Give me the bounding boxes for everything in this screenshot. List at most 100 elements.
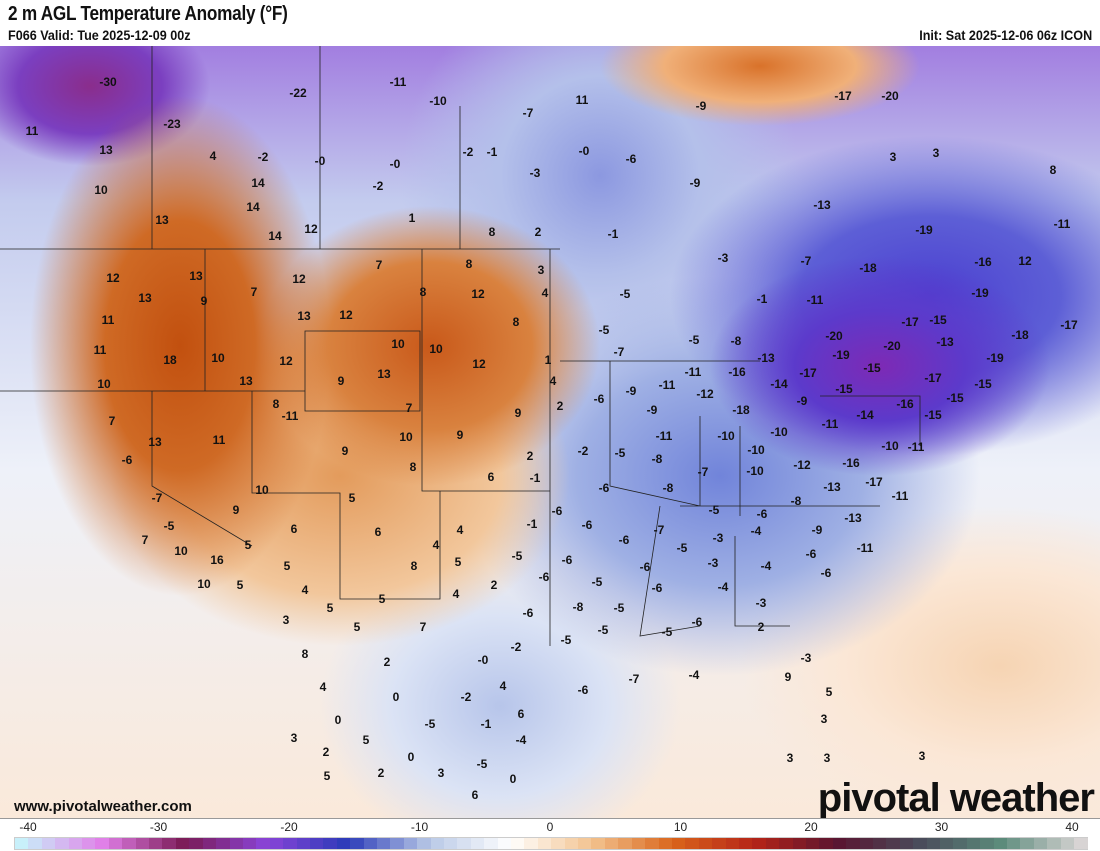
colorbar-cell [578,838,592,849]
anomaly-value-label: 9 [200,294,208,308]
colorbar-cell [1007,838,1021,849]
colorbar-cell [966,838,981,849]
anomaly-value-label: 4 [209,149,217,163]
colorbar-cell [524,838,538,849]
colorbar-cell [846,838,860,849]
anomaly-value-label: 11 [575,93,589,107]
anomaly-value-label: -17 [901,315,919,329]
anomaly-value-label: 13 [148,435,162,449]
pivotal-weather-watermark: pivotal weather [817,776,1095,818]
anomaly-value-label: 12 [471,287,485,301]
header: 2 m AGL Temperature Anomaly (°F) F066 Va… [0,0,1100,46]
colorbar-tick-label: 30 [934,820,949,834]
anomaly-value-label: -6 [651,581,663,595]
anomaly-value-label: 3 [282,613,290,627]
colorbar-cell [886,838,900,849]
colorbar-cell [430,838,444,849]
anomaly-value-label: 12 [1018,254,1032,268]
anomaly-value-label: -6 [538,570,550,584]
anomaly-value-label: 2 [322,745,330,759]
anomaly-value-label: -5 [511,549,523,563]
colorbar-cell [162,838,176,849]
anomaly-value-label: -5 [661,625,673,639]
colorbar-cell [618,838,632,849]
anomaly-value-label: 3 [437,766,445,780]
anomaly-value-label: -8 [790,494,802,508]
anomaly-value-label: 9 [341,444,349,458]
anomaly-value-label: -17 [865,475,883,489]
anomaly-value-label: 3 [537,263,545,277]
colorbar-cell [1074,838,1088,849]
anomaly-value-label: -8 [662,481,674,495]
colorbar-cell [216,838,230,849]
anomaly-value-label: -2 [257,150,269,164]
anomaly-value-label: -15 [835,382,853,396]
anomaly-value-label: -16 [842,456,860,470]
anomaly-value-label: -2 [577,444,589,458]
anomaly-value-label: 13 [99,143,113,157]
anomaly-value-label: 5 [244,538,252,552]
anomaly-value-label: -6 [593,392,605,406]
colorbar-cell [725,838,739,849]
anomaly-value-label: -13 [823,480,841,494]
anomaly-value-label: 4 [541,286,549,300]
anomaly-value-label: 3 [918,749,926,763]
colorbar-cell [256,838,270,849]
colorbar-tick-label: -10 [410,820,429,834]
anomaly-map[interactable]: www.pivotalweather.com pivotal weather -… [0,46,1100,818]
anomaly-value-label: -6 [805,547,817,561]
anomaly-value-label: 0 [334,713,342,727]
colorbar-cell [752,838,766,849]
anomaly-value-label: -7 [522,106,534,120]
anomaly-value-label: -15 [946,391,964,405]
anomaly-value-label: -8 [651,452,663,466]
anomaly-value-label: 3 [820,712,828,726]
anomaly-value-label: 14 [246,200,260,214]
anomaly-value-label: 9 [456,428,464,442]
anomaly-value-label: -15 [863,361,881,375]
colorbar-cell [671,838,686,849]
colorbar-cell [1060,838,1075,849]
anomaly-value-label: 5 [326,601,334,615]
anomaly-value-label: 12 [472,357,486,371]
colorbar-cell [350,838,364,849]
colorbar-cell [484,838,498,849]
anomaly-value-label: 12 [106,271,120,285]
anomaly-value-label: 6 [471,788,479,802]
anomaly-value-label: -11 [1053,217,1071,231]
anomaly-value-label: -6 [561,553,573,567]
anomaly-value-label: 5 [825,685,833,699]
anomaly-value-label: -17 [799,366,817,380]
anomaly-value-label: -1 [480,717,492,731]
anomaly-value-label: 2 [534,225,542,239]
colorbar-cell [1020,838,1034,849]
anomaly-value-label: -16 [896,397,914,411]
init-time: Init: Sat 2025-12-06 06z ICON [919,27,1092,43]
colorbar-cell [832,838,847,849]
anomaly-value-label: -16 [974,255,992,269]
anomaly-value-label: 7 [375,258,383,272]
anomaly-value-label: -5 [708,503,720,517]
anomaly-value-label: 7 [108,414,116,428]
anomaly-value-label: -7 [653,523,665,537]
colorbar-cell [604,838,619,849]
anomaly-value-label: 1 [408,211,416,225]
anomaly-value-label: 3 [889,150,897,164]
anomaly-value-label: 13 [239,374,253,388]
anomaly-value-label: 4 [319,680,327,694]
anomaly-value-label: 7 [141,533,149,547]
anomaly-value-label: 8 [488,225,496,239]
anomaly-value-label: -11 [389,75,407,89]
colorbar-cell [470,838,485,849]
anomaly-value-label: -11 [658,378,676,392]
anomaly-value-label: 6 [374,525,382,539]
anomaly-value-label: -10 [770,425,788,439]
colorbar-cell [323,838,337,849]
anomaly-value-label: 1 [544,353,552,367]
anomaly-value-label: -15 [929,313,947,327]
colorbar-cell [805,838,820,849]
anomaly-value-label: 12 [279,354,293,368]
colorbar-scale [14,837,1088,850]
anomaly-value-label: 4 [456,523,464,537]
anomaly-value-label: 5 [236,578,244,592]
